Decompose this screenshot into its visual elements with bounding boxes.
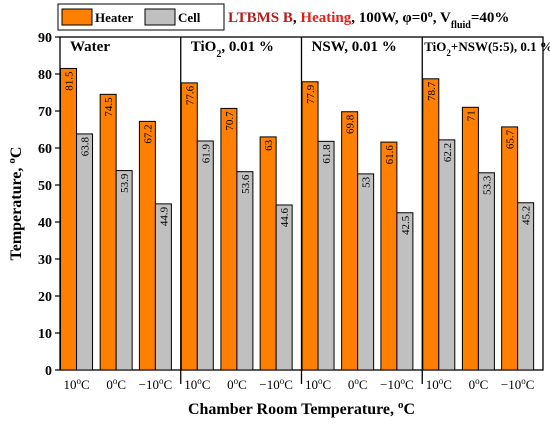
y-tick-label: 30 xyxy=(38,253,52,268)
bar-heater xyxy=(501,126,519,371)
y-tick-label: 50 xyxy=(38,179,52,194)
x-tick-label: 10oC xyxy=(305,376,331,392)
x-tick-label: 0oC xyxy=(106,376,126,392)
x-tick-label: −10oC xyxy=(380,376,414,392)
x-tick-label: −10oC xyxy=(501,376,535,392)
bar-heater xyxy=(220,107,238,371)
legend-swatch-cell xyxy=(144,8,176,26)
bar-cell xyxy=(115,170,133,371)
y-tick-label: 40 xyxy=(38,216,52,231)
bar-cell xyxy=(438,139,456,371)
bar-cell xyxy=(275,204,293,371)
data-label-heater: 70.7 xyxy=(224,111,236,131)
data-label-heater: 71 xyxy=(465,110,477,121)
data-label-heater: 69.8 xyxy=(345,114,357,134)
data-label-cell: 63.8 xyxy=(80,136,92,156)
panel-label: NSW, 0.01 % xyxy=(312,39,397,55)
x-tick-label: −10oC xyxy=(259,376,293,392)
data-label-cell: 44.9 xyxy=(158,206,170,226)
data-label-heater: 67.2 xyxy=(142,124,154,143)
chart-title: LTBMS B, Heating, 100W, φ=0o, Vfluid=40% xyxy=(228,9,509,31)
legend-label-heater: Heater xyxy=(95,10,133,25)
bar-heater xyxy=(461,106,479,371)
x-tick-label: 0oC xyxy=(348,376,368,392)
x-axis-label: Chamber Room Temperature, oC xyxy=(188,399,415,418)
bar-heater xyxy=(180,82,198,371)
data-label-cell: 45.2 xyxy=(521,206,533,225)
data-label-heater: 77.9 xyxy=(305,84,317,104)
data-label-heater: 77.6 xyxy=(184,85,196,105)
data-label-heater: 81.5 xyxy=(64,71,76,91)
legend-swatch-heater xyxy=(61,8,93,26)
data-label-cell: 53 xyxy=(361,176,373,188)
data-label-cell: 61.9 xyxy=(200,143,212,163)
legend-label-cell: Cell xyxy=(178,10,201,25)
y-tick-label: 60 xyxy=(38,142,52,157)
panel-label: TiO2, 0.01 % xyxy=(191,39,274,60)
bar-heater xyxy=(60,67,78,371)
data-label-cell: 61.8 xyxy=(321,144,333,164)
data-label-heater: 65.7 xyxy=(505,129,517,149)
y-tick-label: 10 xyxy=(38,327,52,342)
data-label-cell: 53.6 xyxy=(240,174,252,194)
bar-cell xyxy=(196,140,214,371)
y-axis-label: Temperature, oC xyxy=(6,147,25,261)
bar-cell xyxy=(517,202,535,371)
data-label-heater: 63 xyxy=(263,139,275,151)
bar-heater xyxy=(301,81,319,371)
x-tick-label: 10oC xyxy=(426,376,452,392)
y-tick-label: 20 xyxy=(38,290,52,305)
bar-cell xyxy=(357,173,375,371)
bar-cell xyxy=(236,171,254,371)
x-tick-label: 0oC xyxy=(469,376,489,392)
y-tick-label: 0 xyxy=(45,364,52,379)
bar-cell xyxy=(396,212,414,371)
y-tick-label: 90 xyxy=(38,31,52,46)
data-label-cell: 62.2 xyxy=(442,143,454,162)
x-tick-label: 10oC xyxy=(63,376,89,392)
data-label-heater: 74.5 xyxy=(103,97,115,117)
bar-cell xyxy=(317,140,335,371)
data-label-cell: 44.6 xyxy=(279,207,291,227)
bar-heater xyxy=(341,111,359,371)
panel-label: TiO2+NSW(5:5), 0.1 % xyxy=(424,39,550,58)
bar-heater xyxy=(380,141,398,371)
data-label-cell: 53.9 xyxy=(119,173,131,193)
x-tick-label: −10oC xyxy=(139,376,173,392)
y-tick-label: 80 xyxy=(38,68,52,83)
bar-cell xyxy=(76,133,94,371)
bar-heater xyxy=(99,93,117,371)
y-tick-label: 70 xyxy=(38,105,52,120)
bar-heater xyxy=(259,136,277,371)
x-tick-label: 10oC xyxy=(184,376,210,392)
bar-heater xyxy=(422,78,440,371)
data-label-heater: 61.6 xyxy=(384,145,396,165)
data-label-cell: 53.3 xyxy=(481,175,493,195)
bar-cell xyxy=(154,203,172,371)
x-tick-label: 0oC xyxy=(227,376,247,392)
data-label-heater: 78.7 xyxy=(426,81,438,101)
panel-label: Water xyxy=(70,39,110,55)
data-label-cell: 42.5 xyxy=(400,215,412,235)
bar-heater xyxy=(138,120,156,371)
bar-cell xyxy=(477,172,495,371)
legend: Heater Cell xyxy=(57,3,225,31)
